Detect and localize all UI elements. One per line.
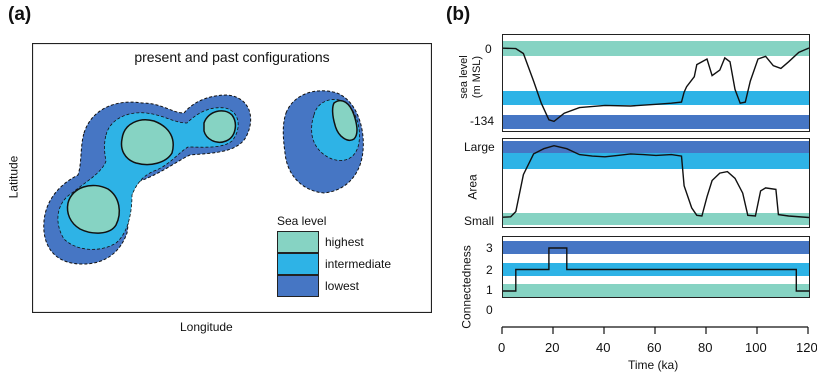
legend-title: Sea level [277, 214, 327, 228]
panel-b-label: (b) [446, 4, 471, 25]
island-map [31, 42, 433, 314]
area-tick-large: Large [464, 140, 495, 154]
sea-level-chart [497, 41, 810, 129]
conn-tick-2: 2 [486, 263, 493, 277]
x-tick-label-40: 40 [596, 340, 611, 355]
area-chart [497, 141, 810, 225]
connectedness-step-line [497, 247, 809, 292]
connectedness-chart [497, 241, 809, 297]
x-tick-label-0: 0 [498, 340, 506, 355]
x-tick-label-120: 120 [796, 340, 817, 355]
sea-level-ylabel-line1: sea level [458, 55, 470, 99]
conn-band-lowest [503, 241, 809, 254]
x-tick-label-80: 80 [698, 340, 713, 355]
sea-level-tick-0: 0 [485, 42, 492, 56]
panel-a-map [31, 42, 433, 314]
island-highest-4 [331, 99, 358, 141]
sea-level-subplot [497, 34, 810, 132]
x-tick-label-100: 100 [745, 340, 767, 355]
legend-swatch-intermediate [277, 253, 319, 275]
sea-level-ylabel: sea level (m MSL) [458, 42, 488, 112]
legend-swatch-lowest [277, 275, 319, 297]
x-tick-label-20: 20 [545, 340, 560, 355]
conn-tick-0: 0 [486, 303, 493, 317]
sea-level-ylabel-line2: (m MSL) [471, 55, 483, 99]
sea-level-curve [497, 47, 810, 123]
band-lowest [503, 115, 809, 129]
band-highest [503, 41, 809, 56]
panel-a-label: (a) [8, 4, 32, 25]
area-band-lowest [503, 141, 809, 153]
conn-band-highest [503, 284, 809, 297]
conn-tick-3: 3 [486, 241, 493, 255]
legend-swatch-highest [277, 231, 319, 253]
legend-label-intermediate: intermediate [325, 257, 392, 271]
island-highest-1 [120, 119, 174, 166]
x-axis-label-time: Time (ka) [628, 358, 679, 372]
x-tick-label-60: 60 [647, 340, 662, 355]
legend-label-lowest: lowest [325, 279, 360, 293]
area-curve [497, 144, 810, 219]
area-tick-small: Small [464, 214, 495, 228]
band-intermediate [503, 91, 809, 105]
area-subplot [497, 138, 810, 228]
area-band-highest [503, 213, 809, 225]
connectedness-subplot [497, 236, 810, 298]
conn-tick-1: 1 [486, 283, 493, 297]
conn-ylabel: Connectedness [459, 245, 474, 329]
x-axis [501, 326, 809, 334]
panel-a-title: present and past configurations [134, 49, 330, 65]
y-axis-label-latitude: Latitude [6, 155, 21, 199]
area-band-intermediate [503, 153, 809, 169]
island-highest-3 [66, 184, 121, 234]
sea-level-tick-134: -134 [470, 114, 495, 128]
island-highest-2 [203, 110, 237, 143]
legend-label-highest: highest [325, 235, 364, 249]
area-ylabel: Area [465, 174, 480, 200]
x-axis-label-longitude: Longitude [180, 320, 233, 334]
